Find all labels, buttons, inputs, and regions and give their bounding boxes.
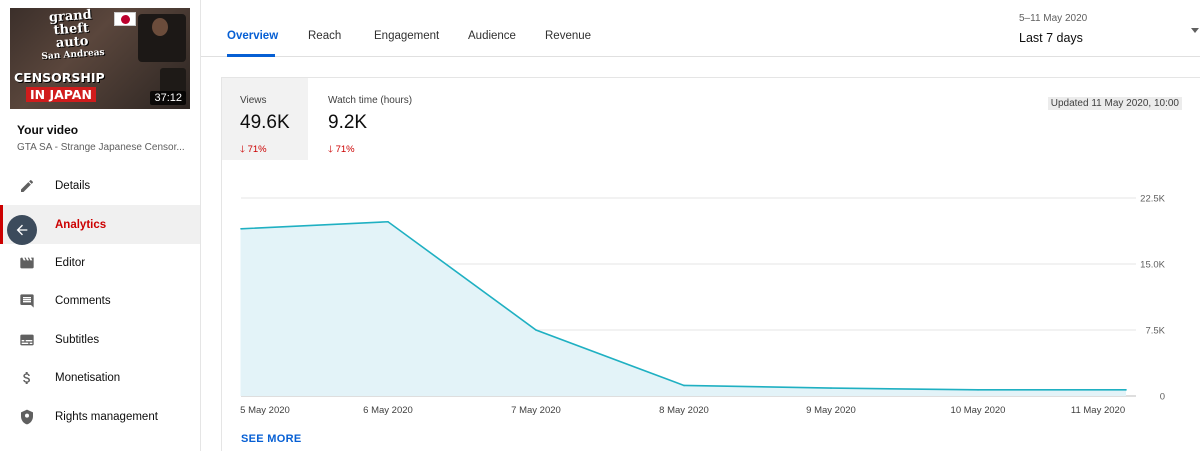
tab-engagement[interactable]: Engagement (374, 30, 440, 42)
sidebar-item-details[interactable]: Details (0, 167, 200, 205)
sidebar-nav: Details Analytics Editor Comments Subtit… (0, 167, 200, 436)
thumbnail-figure (138, 14, 186, 62)
shield-icon (18, 408, 36, 426)
subtitles-icon (18, 331, 36, 349)
metric-value: 9.2K (328, 112, 368, 133)
metric-label: Watch time (hours) (328, 95, 413, 106)
tab-revenue[interactable]: Revenue (545, 30, 592, 42)
gta-logo: grand theft auto San Andreas (34, 8, 110, 72)
metric-change: 🡓 71% (240, 142, 267, 158)
video-duration: 37:12 (150, 91, 186, 105)
sidebar-item-label: Comments (55, 295, 111, 308)
active-tab-indicator (227, 54, 275, 57)
sidebar-item-label: Monetisation (55, 372, 121, 385)
metric-change: 🡓 71% (328, 142, 355, 158)
comment-icon (18, 292, 36, 310)
video-thumbnail[interactable]: grand theft auto San Andreas CENSORSHIP … (10, 8, 190, 109)
metric-label: Views (240, 95, 267, 106)
tab-overview[interactable]: Overview (227, 30, 279, 42)
video-title[interactable]: GTA SA - Strange Japanese Censor... (17, 142, 185, 153)
metric-value: 49.6K (240, 112, 290, 133)
back-arrow-button[interactable] (7, 215, 37, 245)
metric-change-value: 71% (335, 144, 355, 155)
pencil-icon (18, 177, 36, 195)
japan-flag-icon (114, 12, 136, 26)
arrow-down-icon: 🡓 (240, 144, 245, 155)
overview-card: Views 49.6K 🡓 71% Watch time (hours) 9.2… (221, 77, 1200, 451)
arrow-left-icon (16, 224, 28, 236)
arrow-down-icon: 🡓 (328, 144, 333, 155)
sidebar-item-label: Editor (55, 256, 86, 269)
clapperboard-icon (18, 254, 36, 272)
chevron-down-icon (1191, 28, 1199, 33)
your-video-heading: Your video (17, 123, 79, 137)
tab-audience[interactable]: Audience (468, 30, 516, 42)
metric-change-value: 71% (247, 144, 267, 155)
sidebar-item-comments[interactable]: Comments (0, 282, 200, 320)
analytics-tabs: Overview Reach Engagement Audience Reven… (201, 0, 1200, 57)
sidebar-item-monetisation[interactable]: Monetisation (0, 359, 200, 397)
dollar-icon (18, 369, 36, 387)
date-range-text: 5–11 May 2020 (1019, 13, 1088, 24)
caption-line-1: CENSORSHIP (14, 70, 105, 85)
sidebar-item-subtitles[interactable]: Subtitles (0, 321, 200, 359)
tab-reach[interactable]: Reach (308, 30, 342, 42)
sidebar-item-label: Details (55, 180, 91, 193)
updated-timestamp: Updated 11 May 2020, 10:00 (1047, 97, 1182, 110)
caption-line-2: IN JAPAN (26, 87, 96, 102)
sidebar-item-label: Rights management (55, 410, 158, 423)
date-range-picker[interactable]: 5–11 May 2020 Last 7 days (1019, 10, 1199, 50)
see-more-link[interactable]: SEE MORE (241, 433, 302, 445)
sidebar-item-label: Analytics (55, 218, 107, 231)
date-range-label: Last 7 days (1019, 31, 1083, 45)
views-metric-tab[interactable]: Views 49.6K 🡓 71% (222, 78, 308, 160)
sidebar-item-rights-management[interactable]: Rights management (0, 397, 200, 435)
thumbnail-caption: CENSORSHIP IN JAPAN (14, 70, 105, 102)
watch-time-metric-tab[interactable]: Watch time (hours) 9.2K 🡓 71% (320, 78, 460, 160)
sidebar-item-editor[interactable]: Editor (0, 244, 200, 282)
sidebar-item-label: Subtitles (55, 333, 100, 346)
